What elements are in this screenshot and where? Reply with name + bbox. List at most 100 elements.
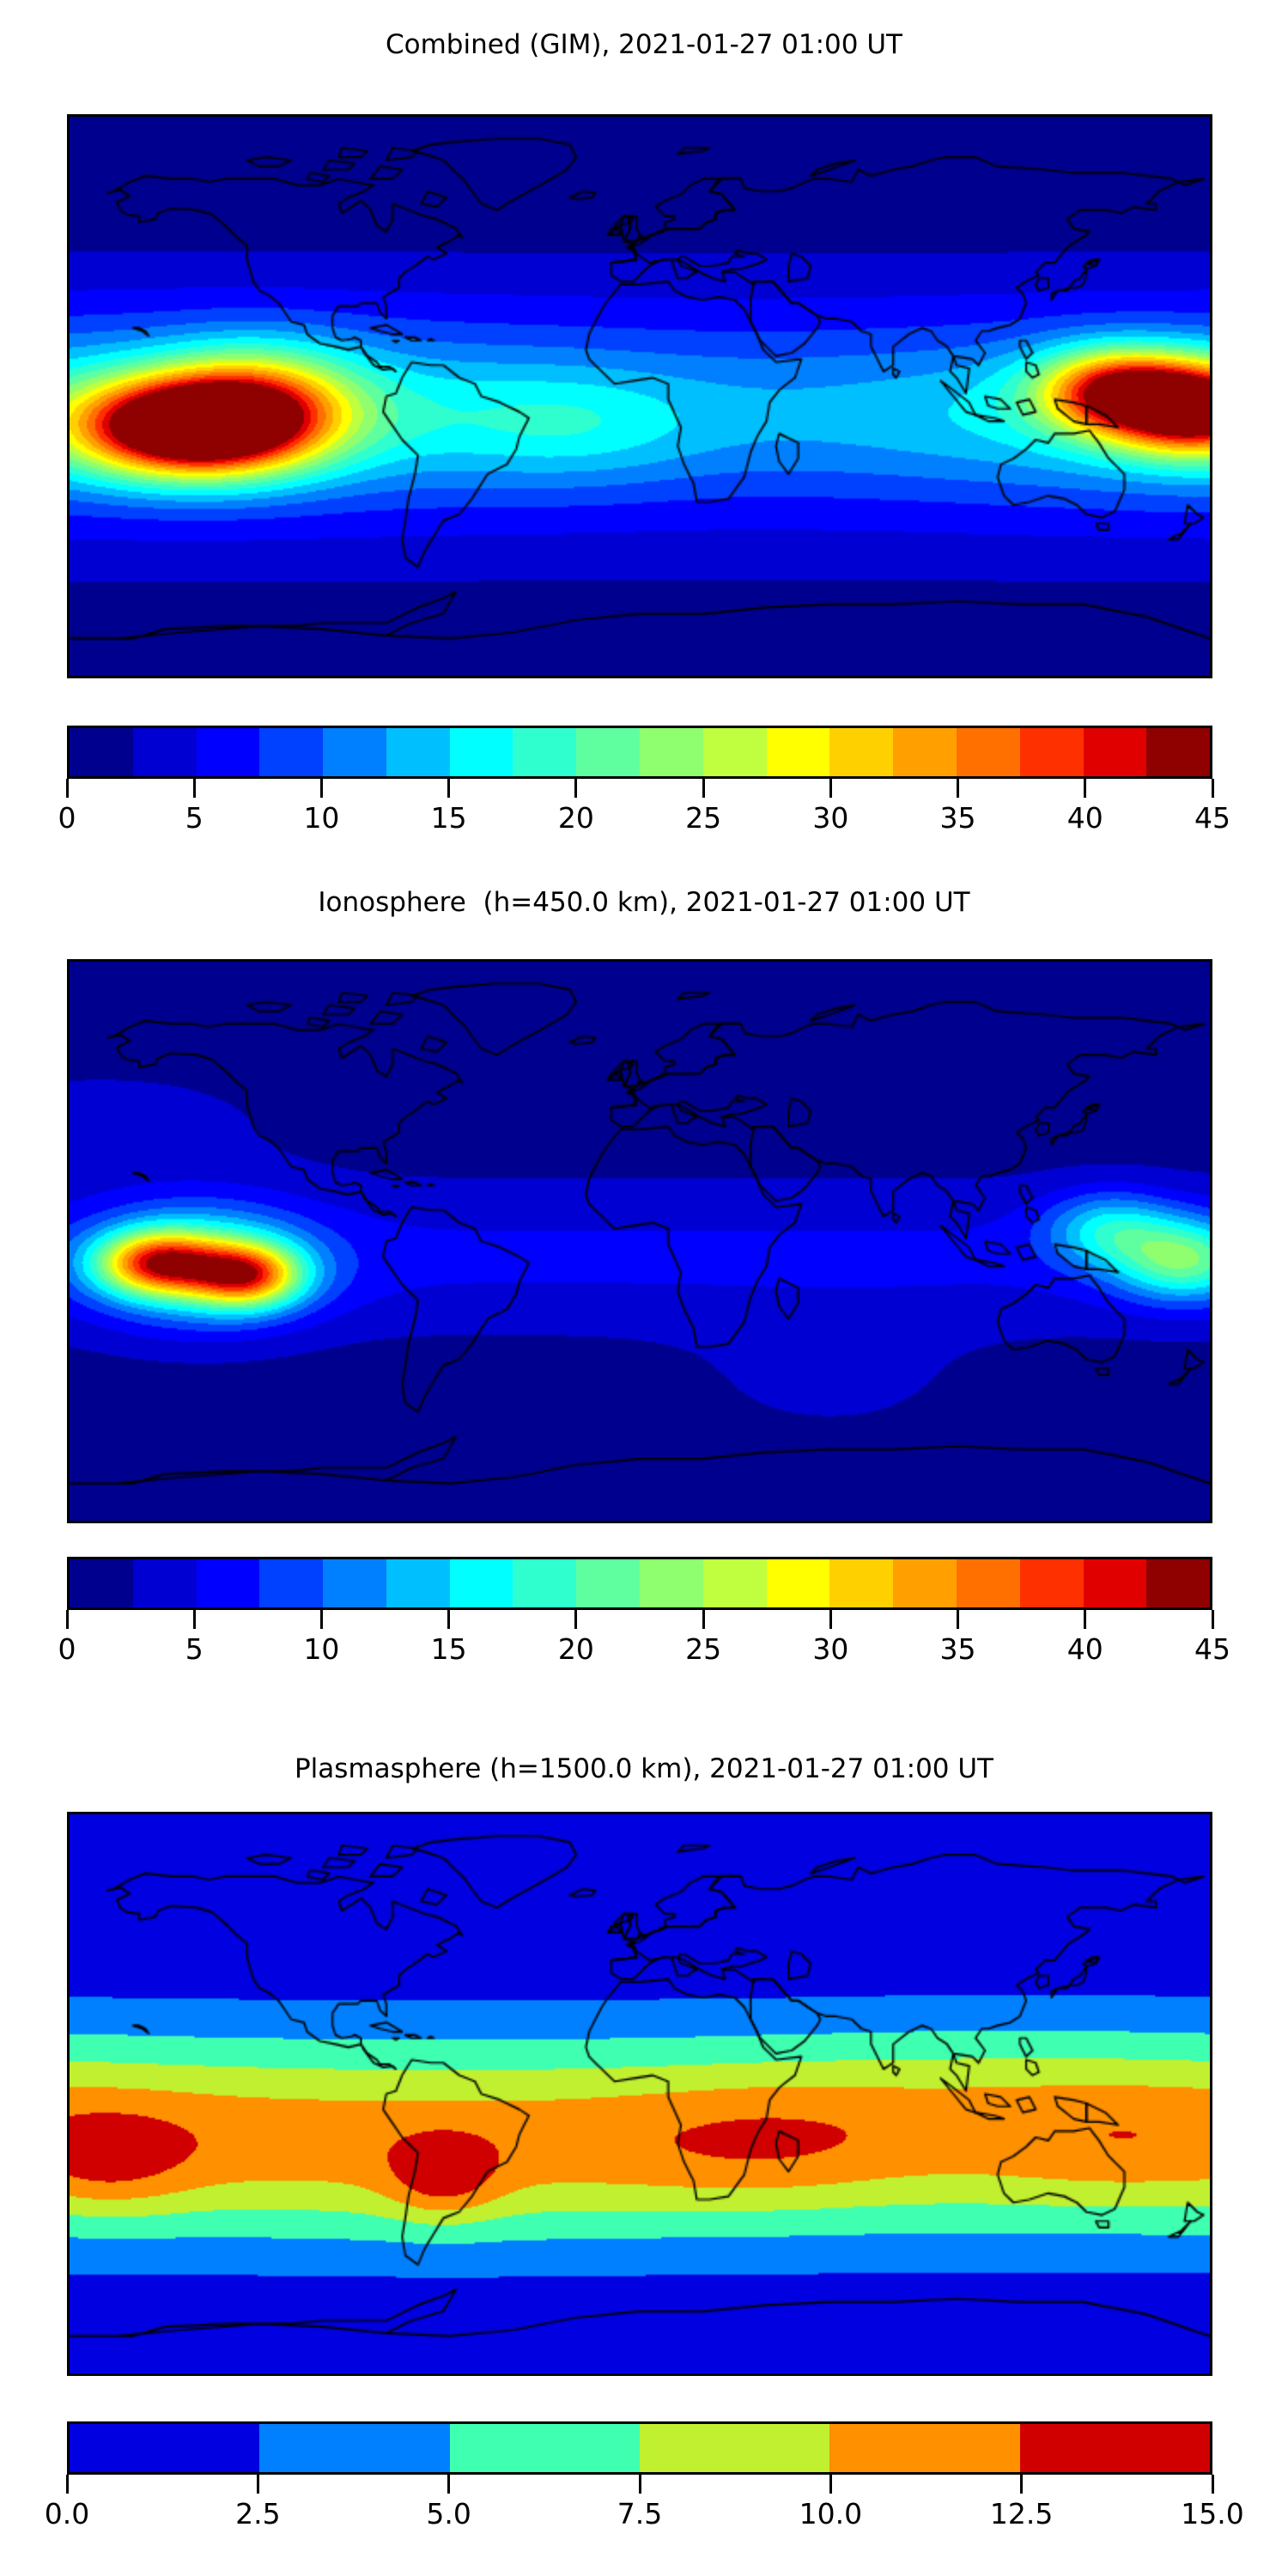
colorbar-band-4 [323,728,386,776]
colorbar-band-1 [132,1559,197,1607]
colorbar-band-13 [893,728,957,776]
colorbar-band-3 [639,2424,830,2472]
panel-title-plasmasphere: Plasmasphere (h=1500.0 km), 2021-01-27 0… [294,1753,993,1784]
colorbar-band-7 [513,728,577,776]
colorbar-tick-label: 5.0 [426,2497,471,2530]
colorbar-tick [1211,2475,1214,2494]
colorbar-tick-label: 0 [58,801,76,835]
colorbar-ticks-combined-gim [65,779,1214,801]
colorbar-band-10 [702,728,767,776]
colorbar-tick [702,1610,705,1629]
colorbar-band-9 [640,1559,703,1607]
colorbar-band-14 [956,728,1020,776]
colorbar-tick [1211,1610,1214,1629]
colorbar-band-15 [1019,728,1084,776]
colorbar-band-6 [449,1559,513,1607]
colorbar-tick-label: 25 [685,1632,722,1666]
colorbar-tick-label: 15 [430,801,467,835]
colorbar-tick-label: 5 [185,801,204,835]
colorbar-tick-label: 30 [812,1632,849,1666]
colorbar-tick-label: 10 [303,801,340,835]
colorbar-tick [957,779,960,798]
colorbar-tick-label: 20 [557,801,594,835]
colorbar-combined-gim: 0 5 10 15 20 25 30 35 40 45 [58,726,1230,835]
colorbar-tick [447,1610,451,1629]
colorbar-tick [574,779,578,798]
colorbar-band-3 [259,1559,324,1607]
colorbar-gradient-combined-gim [67,726,1212,779]
colorbar-band-4 [323,1559,386,1607]
colorbar-band-4 [829,2424,1020,2472]
colorbar-band-12 [829,728,894,776]
colorbar-tick [447,2475,451,2494]
map-canvas-plasmasphere [70,1814,1210,2373]
colorbar-tick [702,779,705,798]
colorbar-tick [256,2475,259,2494]
colorbar-band-8 [576,728,641,776]
colorbar-band-0 [70,1559,133,1607]
colorbar-band-17 [1146,728,1211,776]
colorbar-plasmasphere: 0.0 2.5 5.0 7.5 10.0 12.5 15.0 [45,2421,1244,2530]
colorbar-band-9 [640,728,703,776]
colorbar-band-16 [1083,1559,1147,1607]
colorbar-gradient-ionosphere [67,1557,1212,1610]
colorbar-labels-ionosphere: 0 5 10 15 20 25 30 35 40 45 [58,1632,1231,1674]
colorbar-tick [829,1610,832,1629]
map-plasmasphere [67,1812,1212,2376]
colorbar-tick-label: 15.0 [1181,2497,1244,2530]
colorbar-tick [957,1610,960,1629]
colorbar-tick [192,1610,196,1629]
colorbar-tick [319,779,323,798]
colorbar-tick [192,779,196,798]
colorbar-tick-label: 12.5 [989,2497,1054,2530]
colorbar-band-11 [766,1559,830,1607]
colorbar-tick [65,2475,69,2494]
colorbar-tick [65,1610,69,1629]
colorbar-tick [319,1610,323,1629]
colorbar-tick-label: 30 [812,801,849,835]
colorbar-labels-plasmasphere: 0.0 2.5 5.0 7.5 10.0 12.5 15.0 [45,2497,1244,2538]
colorbar-tick [1084,779,1087,798]
colorbar-band-1 [132,728,197,776]
colorbar-tick-label: 25 [685,801,722,835]
colorbar-tick-label: 5 [185,1632,204,1666]
colorbar-tick-label: 2.5 [235,2497,281,2530]
colorbar-tick-label: 45 [1194,1632,1230,1666]
colorbar-band-7 [513,1559,577,1607]
colorbar-tick [447,779,451,798]
colorbar-tick-label: 10 [303,1632,340,1666]
map-ionosphere [67,959,1212,1523]
colorbar-band-10 [702,1559,767,1607]
colorbar-band-2 [196,1559,260,1607]
panel-ionosphere: Ionosphere (h=450.0 km), 2021-01-27 01:0… [0,846,1288,1704]
colorbar-tick-label: 0.0 [44,2497,90,2530]
colorbar-band-3 [259,728,324,776]
colorbar-tick [1020,2475,1024,2494]
colorbar-tick-label: 40 [1066,1632,1103,1666]
colorbar-tick [829,779,832,798]
panel-title-ionosphere: Ionosphere (h=450.0 km), 2021-01-27 01:0… [318,887,970,918]
colorbar-band-13 [893,1559,957,1607]
colorbar-gradient-plasmasphere [67,2421,1212,2475]
colorbar-tick-label: 15 [430,1632,467,1666]
colorbar-band-14 [956,1559,1020,1607]
colorbar-tick [65,779,69,798]
colorbar-tick-label: 35 [939,1632,976,1666]
colorbar-tick-label: 10.0 [799,2497,863,2530]
colorbar-tick-label: 40 [1066,801,1103,835]
colorbar-band-5 [386,728,450,776]
colorbar-band-2 [196,728,260,776]
colorbar-band-5 [386,1559,450,1607]
colorbar-tick [638,2475,641,2494]
colorbar-tick [829,2475,832,2494]
map-canvas-ionosphere [70,962,1210,1521]
colorbar-tick-label: 35 [939,801,976,835]
colorbar-tick-label: 0 [58,1632,76,1666]
colorbar-ticks-plasmasphere [65,2475,1214,2497]
colorbar-band-17 [1146,1559,1211,1607]
colorbar-band-0 [70,2424,260,2472]
colorbar-band-0 [70,728,133,776]
colorbar-band-11 [766,728,830,776]
colorbar-ticks-ionosphere [65,1610,1214,1632]
